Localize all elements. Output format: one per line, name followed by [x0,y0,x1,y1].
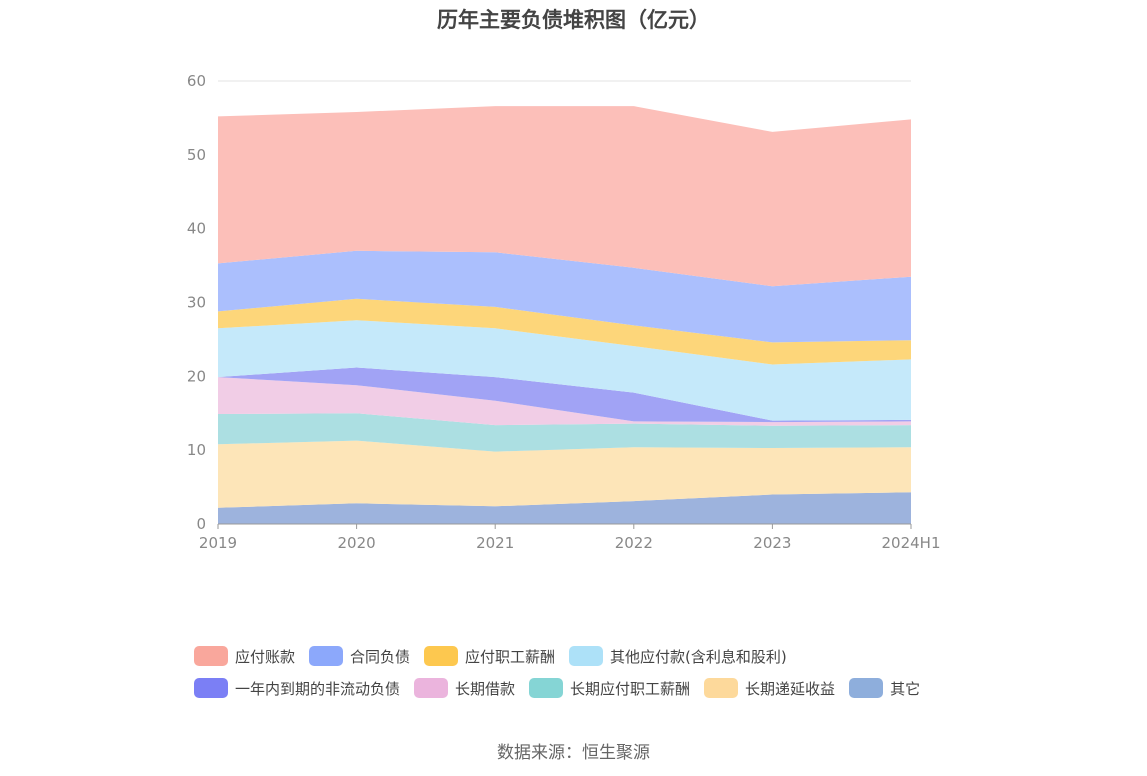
y-tick-label: 50 [187,146,206,164]
legend-swatch [424,646,459,666]
legend-row: 应付账款 合同负债 应付职工薪酬 其他应付款(含利息和股利) [194,640,1014,672]
x-tick-label: 2019 [199,534,237,552]
legend-item[interactable]: 应付职工薪酬 [424,646,555,667]
area-series-2 [218,413,911,452]
legend-label: 其他应付款(含利息和股利) [610,647,787,666]
area-series [218,106,911,524]
area-series-1 [218,440,911,508]
area-series-8 [218,106,911,287]
legend-item[interactable]: 合同负债 [309,646,410,667]
legend-item[interactable]: 其它 [849,678,920,699]
y-tick-label: 40 [187,220,206,238]
legend-label: 合同负债 [350,647,411,666]
legend-label: 一年内到期的非流动负债 [235,679,401,698]
y-tick-label: 60 [187,72,206,90]
source-note: 数据来源：恒生聚源 [497,743,650,763]
y-tick-label: 20 [187,367,206,385]
legend-swatch [569,646,604,666]
legend-item[interactable]: 长期借款 [414,678,515,699]
legend-swatch [194,678,228,698]
legend-item[interactable]: 长期应付职工薪酬 [529,678,690,699]
legend-swatch [309,646,344,666]
area-series-6 [218,298,911,365]
legend-swatch [849,678,884,698]
area-series-5 [218,320,911,421]
x-tick-label: 2020 [338,534,376,552]
legend-label: 长期递延收益 [745,679,836,698]
chart-title: 历年主要负债堆积图（亿元） [437,8,710,32]
x-tick-label: 2022 [615,534,653,552]
legend-item[interactable]: 应付账款 [194,646,295,667]
x-tick-label: 2021 [476,534,514,552]
area-series-4 [218,367,911,423]
legend-item[interactable]: 其他应付款(含利息和股利) [569,646,787,667]
legend-swatch [704,678,739,698]
y-tick-label: 0 [196,515,206,533]
axes: 0 10 20 30 40 50 60 2019 2020 2021 2022 2023 2024H1 [187,72,941,552]
legend-label: 长期借款 [455,679,516,698]
legend-item[interactable]: 长期递延收益 [704,678,835,699]
legend-swatch [529,678,564,698]
legend: 应付账款 合同负债 应付职工薪酬 其他应付款(含利息和股利) 一年内到期的非流动负债 长… [194,640,1014,704]
legend-swatch [194,646,228,666]
area-series-3 [218,377,911,426]
legend-swatch [414,678,449,698]
legend-label: 应付账款 [235,647,296,666]
legend-row: 一年内到期的非流动负债 长期借款 长期应付职工薪酬 长期递延收益 其它 [194,672,1014,704]
legend-label: 其它 [890,679,921,698]
legend-item[interactable]: 一年内到期的非流动负债 [194,678,400,699]
x-tick-label: 2023 [753,534,791,552]
y-tick-label: 30 [187,294,206,312]
area-series-0 [218,492,911,524]
x-tick-label: 2024H1 [882,534,941,552]
y-tick-label: 10 [187,441,206,459]
area-series-7 [218,250,911,343]
legend-label: 长期应付职工薪酬 [570,679,691,698]
legend-label: 应付职工薪酬 [465,647,556,666]
